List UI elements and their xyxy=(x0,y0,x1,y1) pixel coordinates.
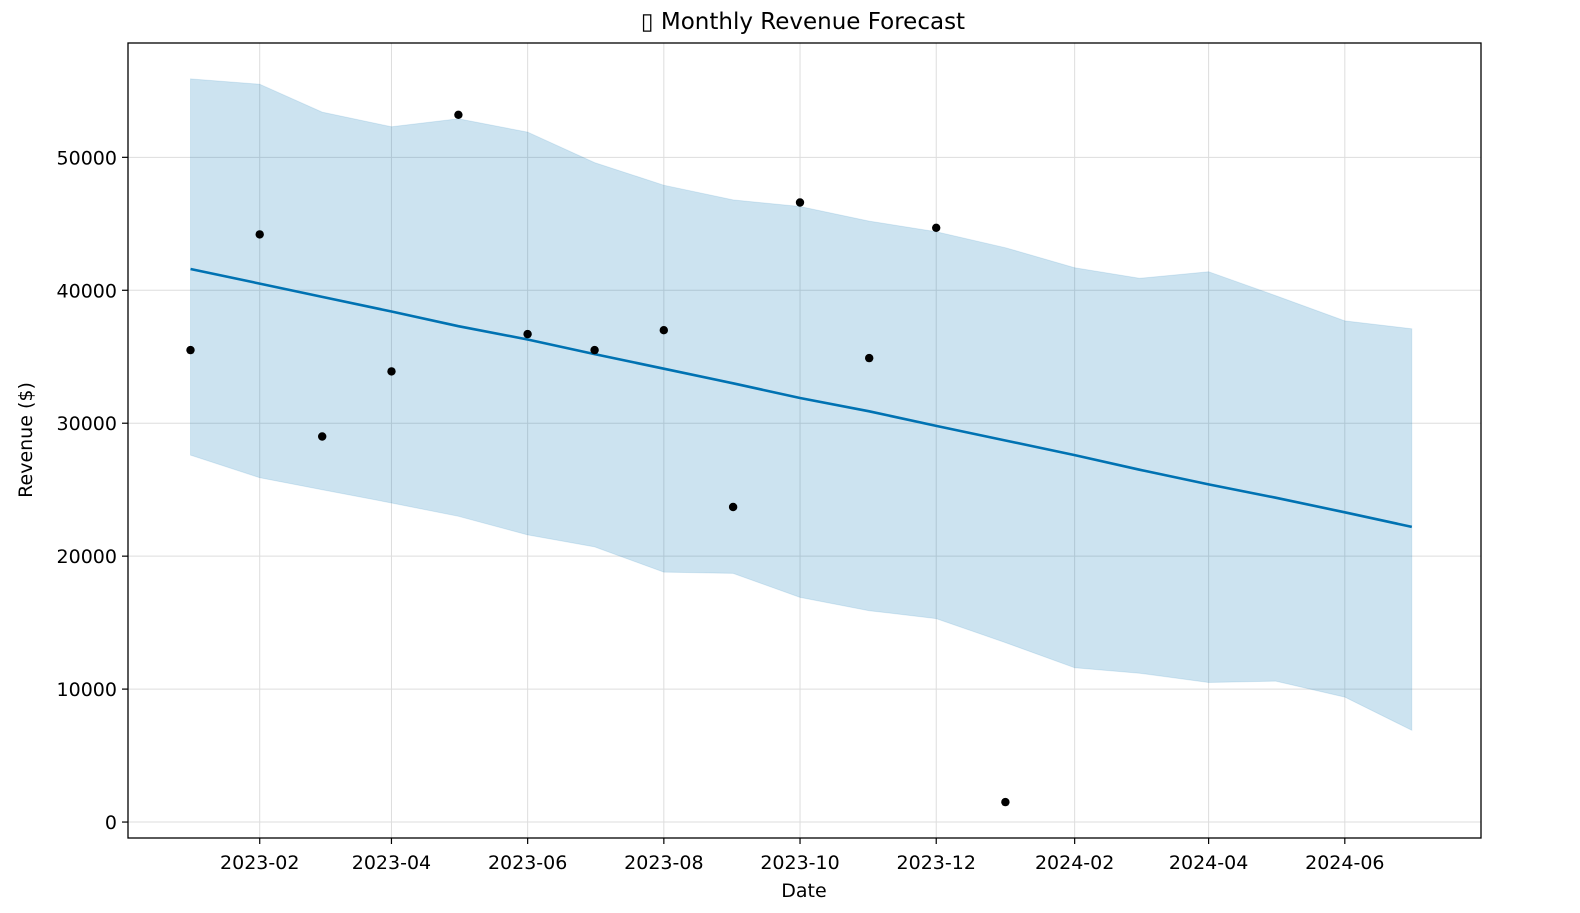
x-tick-label: 2023-02 xyxy=(220,852,299,874)
observed-point xyxy=(1001,797,1010,807)
x-tick-label: 2023-10 xyxy=(760,852,839,874)
observed-point xyxy=(865,353,874,363)
observed-point xyxy=(255,230,264,239)
x-tick-label: 2023-12 xyxy=(897,852,976,874)
observed-point xyxy=(186,345,195,355)
observed-point xyxy=(795,198,805,207)
y-tick-label: 20000 xyxy=(57,546,117,568)
chart-title: ▯ Monthly Revenue Forecast xyxy=(641,9,965,35)
uncertainty-band xyxy=(190,78,1413,732)
x-tick-label: 2023-04 xyxy=(352,852,431,874)
x-tick-label: 2023-06 xyxy=(488,852,567,874)
observed-point xyxy=(454,110,463,120)
grid-lines xyxy=(128,43,1481,838)
x-axis-label: Date xyxy=(781,880,826,902)
observed-point xyxy=(659,326,668,335)
y-tick-label: 10000 xyxy=(57,679,117,701)
observed-point xyxy=(523,329,532,339)
y-axis-ticks: 0 10000 20000 30000 40000 50000 xyxy=(57,147,128,834)
forecast-line xyxy=(190,267,1413,529)
observed-point xyxy=(932,223,941,232)
observed-points xyxy=(186,110,1010,807)
y-tick-label: 50000 xyxy=(57,147,117,169)
observed-point xyxy=(728,502,738,512)
x-tick-label: 2024-04 xyxy=(1169,852,1248,874)
x-tick-label: 2023-08 xyxy=(624,852,703,874)
y-tick-label: 40000 xyxy=(57,280,117,302)
y-axis-label: Revenue ($) xyxy=(15,382,37,498)
uncertainty-band-area xyxy=(190,78,1413,732)
forecast-line-group xyxy=(190,267,1413,529)
observed-point xyxy=(590,345,599,355)
x-axis-ticks: 2023-02 2023-04 2023-06 2023-08 2023-10 2023-… xyxy=(220,838,1385,874)
observed-point xyxy=(387,367,396,376)
y-tick-label: 0 xyxy=(105,812,117,834)
x-tick-label: 2024-02 xyxy=(1035,852,1114,874)
observed-point xyxy=(318,432,327,441)
x-tick-label: 2024-06 xyxy=(1305,852,1384,874)
y-tick-label: 30000 xyxy=(57,413,117,435)
plot-area-frame xyxy=(127,42,1482,839)
